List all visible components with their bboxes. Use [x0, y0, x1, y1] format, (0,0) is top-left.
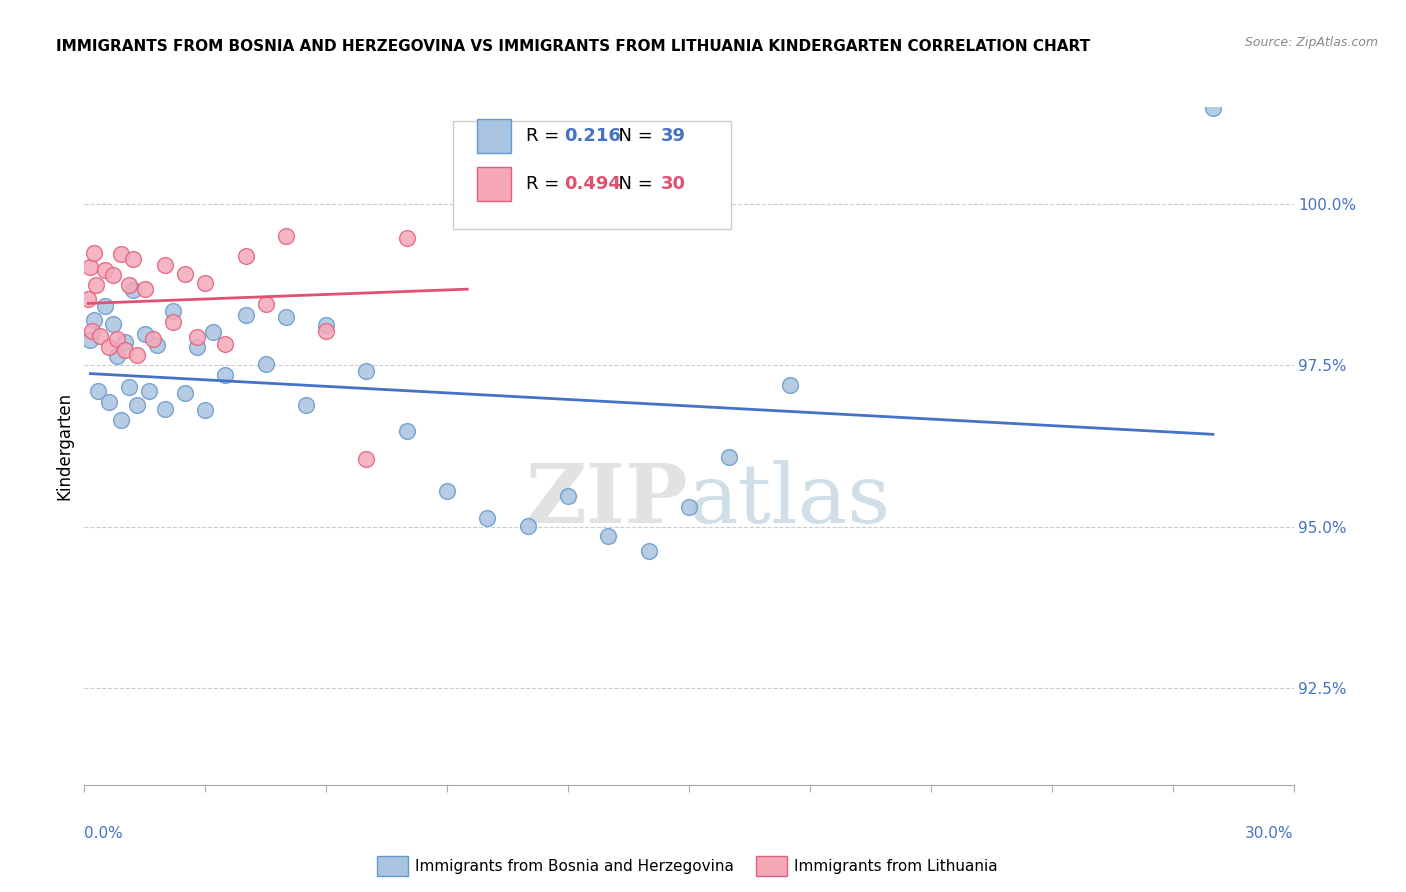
Text: N =: N =: [607, 128, 658, 145]
Point: [395, 231, 418, 245]
Point: [83, 313, 105, 327]
Point: [93, 299, 115, 313]
Point: [235, 249, 257, 263]
Point: [637, 543, 659, 558]
Point: [105, 332, 128, 346]
Point: [235, 308, 257, 322]
Point: [118, 278, 141, 293]
Point: [142, 332, 165, 346]
Point: [146, 338, 169, 352]
Point: [101, 318, 124, 332]
Text: atlas: atlas: [689, 460, 891, 541]
Point: [89, 328, 111, 343]
Point: [315, 324, 337, 338]
Point: [110, 247, 132, 261]
Point: [356, 364, 378, 378]
Point: [121, 252, 143, 266]
Point: [134, 326, 156, 341]
Point: [134, 281, 156, 295]
Point: [186, 329, 208, 343]
Point: [436, 483, 458, 498]
Point: [356, 452, 378, 467]
FancyBboxPatch shape: [478, 120, 512, 153]
Point: [202, 325, 225, 339]
Point: [456, 206, 478, 220]
Y-axis label: Kindergarten: Kindergarten: [55, 392, 73, 500]
Point: [274, 228, 297, 243]
Point: [114, 343, 136, 358]
Point: [395, 424, 418, 438]
Point: [97, 395, 120, 409]
Text: ZIP: ZIP: [526, 460, 689, 541]
Point: [254, 357, 277, 371]
Text: 30: 30: [661, 175, 686, 193]
Point: [194, 277, 217, 291]
FancyBboxPatch shape: [478, 167, 512, 201]
Point: [79, 260, 101, 274]
Point: [87, 384, 110, 398]
Point: [79, 333, 101, 347]
Point: [114, 335, 136, 350]
Point: [295, 398, 318, 412]
Point: [254, 297, 277, 311]
Point: [315, 318, 337, 332]
Point: [477, 511, 499, 525]
Point: [125, 399, 148, 413]
Text: R =: R =: [526, 128, 565, 145]
Text: Immigrants from Lithuania: Immigrants from Lithuania: [794, 859, 998, 873]
Point: [121, 283, 143, 297]
Text: R =: R =: [526, 175, 565, 193]
Point: [678, 500, 700, 514]
Point: [194, 403, 217, 417]
Point: [174, 268, 197, 282]
Point: [105, 349, 128, 363]
Point: [83, 246, 105, 260]
Point: [153, 401, 176, 416]
Point: [214, 368, 236, 383]
Point: [162, 315, 184, 329]
Point: [174, 386, 197, 401]
Text: 39: 39: [661, 128, 686, 145]
Point: [97, 340, 120, 354]
Point: [274, 310, 297, 324]
Point: [86, 277, 108, 292]
Point: [779, 378, 801, 392]
Point: [153, 258, 176, 272]
Point: [516, 519, 538, 533]
Point: [1202, 101, 1225, 115]
Point: [93, 263, 115, 277]
Point: [598, 529, 620, 543]
Text: IMMIGRANTS FROM BOSNIA AND HERZEGOVINA VS IMMIGRANTS FROM LITHUANIA KINDERGARTEN: IMMIGRANTS FROM BOSNIA AND HERZEGOVINA V…: [56, 38, 1091, 54]
Text: Immigrants from Bosnia and Herzegovina: Immigrants from Bosnia and Herzegovina: [415, 859, 734, 873]
FancyBboxPatch shape: [453, 120, 731, 229]
Point: [110, 413, 132, 427]
Text: 0.494: 0.494: [564, 175, 621, 193]
Point: [162, 303, 184, 318]
Point: [557, 489, 579, 503]
Text: 0.216: 0.216: [564, 128, 621, 145]
Text: Source: ZipAtlas.com: Source: ZipAtlas.com: [1244, 36, 1378, 49]
Point: [82, 324, 104, 338]
Point: [125, 348, 148, 362]
Point: [138, 384, 160, 398]
Text: N =: N =: [607, 175, 658, 193]
Point: [118, 380, 141, 394]
Point: [101, 268, 124, 283]
Point: [718, 450, 741, 464]
Point: [186, 340, 208, 354]
Point: [214, 337, 236, 351]
Point: [77, 293, 100, 307]
Text: 0.0%: 0.0%: [84, 826, 124, 840]
Text: 30.0%: 30.0%: [1246, 826, 1294, 840]
